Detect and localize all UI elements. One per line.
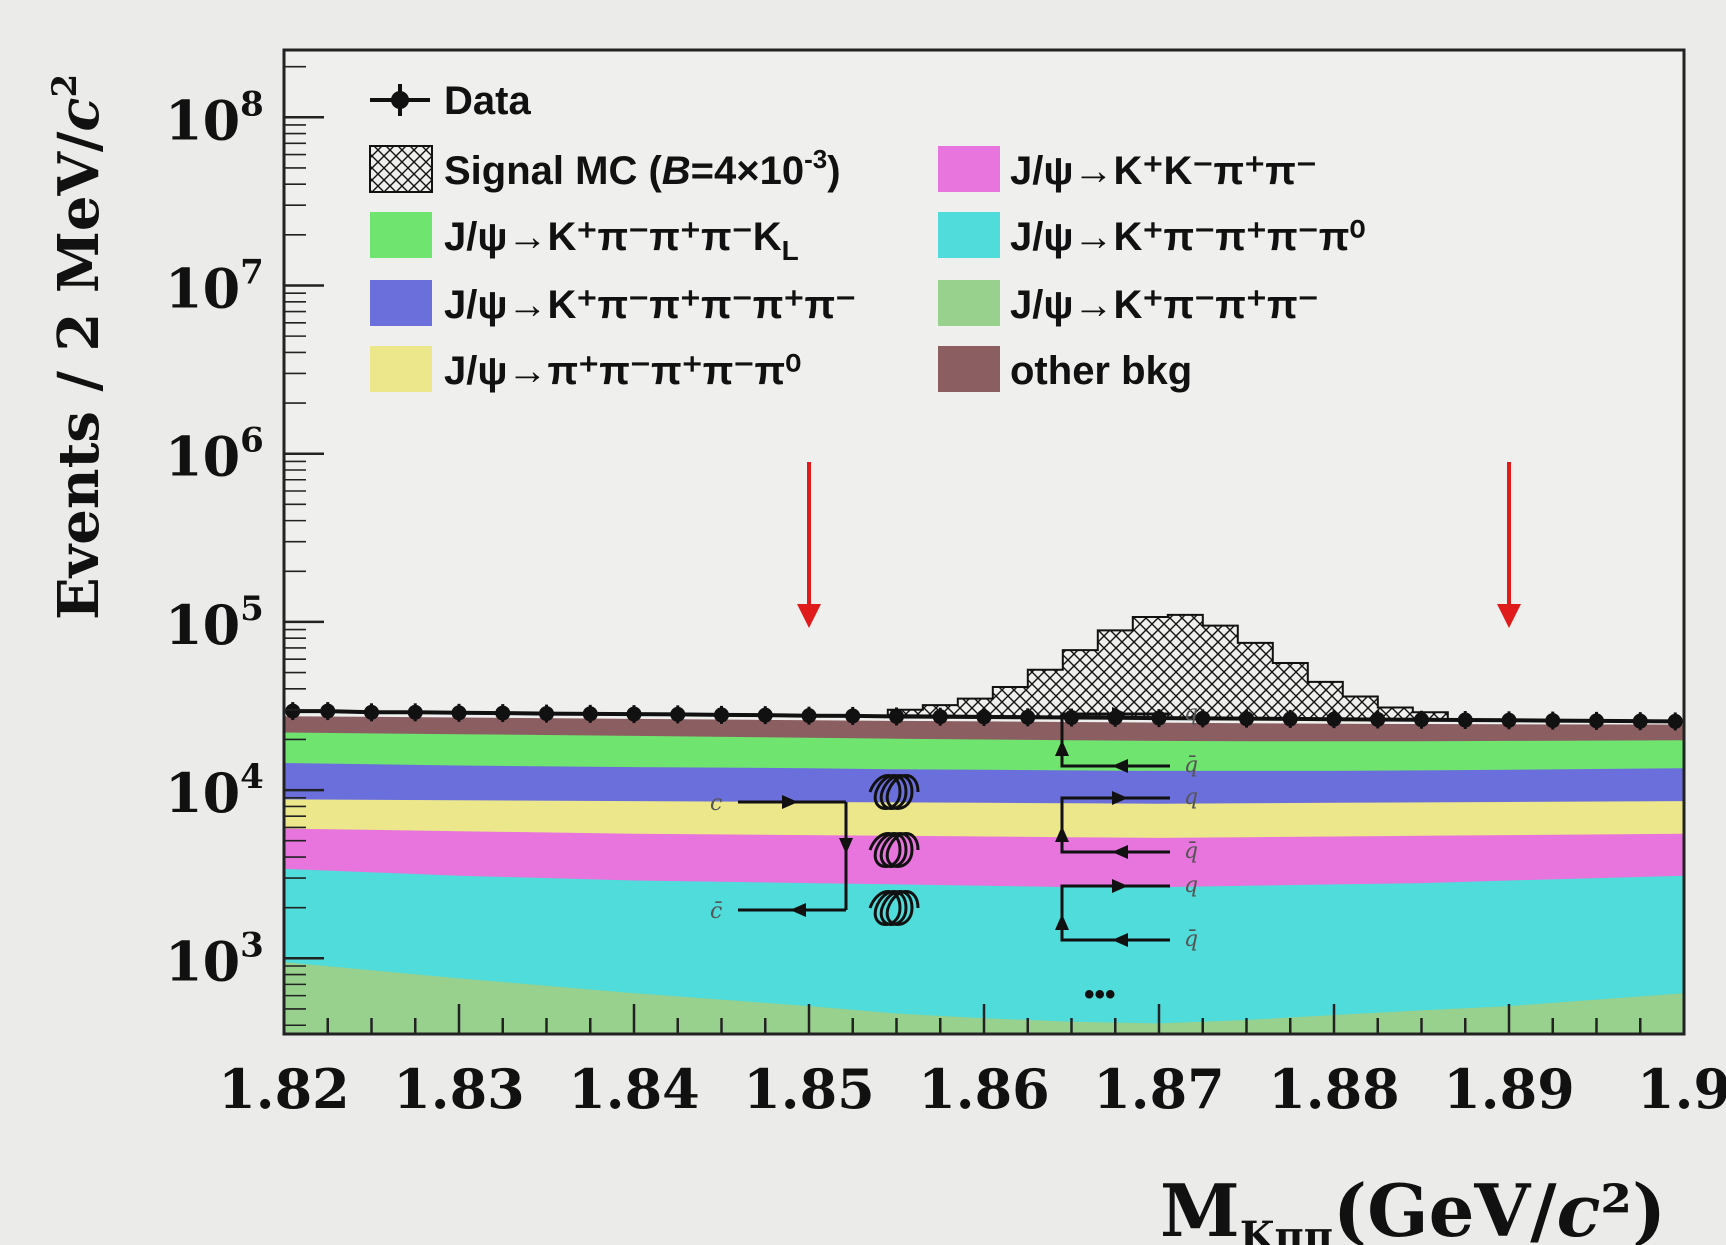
legend-item-kpipipipipipi: J/ψ→K⁺π⁻π⁺π⁻π⁺π⁻ — [370, 280, 856, 327]
data-points — [285, 702, 1683, 731]
svg-text:Data: Data — [444, 79, 531, 123]
legend-item-signal-mc: Signal MC (B=4×10-3) — [369, 144, 841, 193]
data-point — [1020, 709, 1036, 725]
data-point — [845, 708, 861, 724]
svg-text:Signal MC (B=4×10-3): Signal MC (B=4×10-3) — [444, 144, 841, 193]
x-ticks — [282, 1004, 1686, 1034]
x-tick-label: 1.87 — [1093, 1057, 1225, 1121]
legend-item-kpipipipi0: J/ψ→K⁺π⁻π⁺π⁻π⁰ — [938, 212, 1365, 259]
x-tick-label: 1.86 — [918, 1057, 1050, 1121]
data-point — [451, 705, 467, 721]
data-point — [626, 706, 642, 722]
svg-text:other bkg: other bkg — [1010, 349, 1192, 393]
cut-arrow-head-2 — [1497, 604, 1521, 628]
x-axis-title: MKππ(GeV/c²) — [1160, 1168, 1666, 1245]
stack-layer-2 — [284, 868, 1684, 1034]
data-point — [1282, 711, 1298, 727]
data-point — [1501, 712, 1517, 728]
legend-item-kkpipi: J/ψ→K⁺K⁻π⁺π⁻ — [938, 146, 1317, 193]
data-point — [1370, 711, 1386, 727]
data-point — [539, 706, 554, 722]
legend-item-pipipipipi0: J/ψ→π⁺π⁻π⁺π⁻π⁰ — [370, 346, 801, 393]
y-tick-label: 107 — [165, 252, 264, 320]
y-tick-label: 105 — [165, 589, 264, 657]
feynman-cbar-label: c̄ — [710, 899, 722, 924]
feynman-diagram — [738, 707, 1170, 947]
svg-text:J/ψ→K⁺K⁻π⁺π⁻: J/ψ→K⁺K⁻π⁺π⁻ — [1010, 149, 1317, 193]
signal-mc-area — [886, 613, 1449, 722]
data-point — [1545, 713, 1561, 729]
x-tick-label: 1.83 — [393, 1057, 525, 1121]
y-tick-label: 108 — [165, 84, 264, 152]
data-point — [670, 706, 686, 722]
feynman-q-label-2: q — [1184, 785, 1198, 810]
feynman-qbar-label-2: q̄ — [1184, 839, 1198, 864]
data-point — [1239, 711, 1254, 727]
legend-item-kpipipi: J/ψ→K⁺π⁻π⁺π⁻ — [938, 280, 1319, 327]
data-point — [714, 707, 729, 723]
feynman-qbar-label-1: q̄ — [1184, 753, 1198, 778]
data-point — [1064, 710, 1079, 726]
y-axis-title: Events / 2 MeV/c2 — [45, 74, 112, 620]
svg-text:J/ψ→K⁺π⁻π⁺π⁻π⁺π⁻: J/ψ→K⁺π⁻π⁺π⁻π⁺π⁻ — [444, 283, 856, 327]
data-point — [285, 703, 301, 719]
feynman-qbar-label-3: q̄ — [1184, 927, 1198, 952]
data-point — [1667, 713, 1683, 729]
legend-item-other-bkg: other bkg — [938, 346, 1192, 393]
data-point — [407, 704, 423, 720]
svg-text:J/ψ→π⁺π⁻π⁺π⁻π⁰: J/ψ→π⁺π⁻π⁺π⁻π⁰ — [444, 349, 801, 393]
cut-arrow-head-1 — [797, 604, 821, 628]
x-tick-label: 1.9 — [1637, 1057, 1726, 1121]
y-tick-labels: 103 104 105 106 107 108 — [165, 84, 264, 993]
data-point — [889, 708, 904, 724]
x-tick-label: 1.82 — [218, 1057, 350, 1121]
x-tick-labels: 1.82 1.83 1.84 1.85 1.86 1.87 1.88 1.89 1.9 — [218, 1057, 1726, 1121]
cut-arrows — [797, 462, 1521, 628]
svg-text:J/ψ→K⁺π⁻π⁺π⁻KL: J/ψ→K⁺π⁻π⁺π⁻KL — [444, 215, 799, 266]
data-point — [582, 706, 598, 722]
data-point — [976, 709, 992, 725]
svg-text:J/ψ→K⁺π⁻π⁺π⁻: J/ψ→K⁺π⁻π⁺π⁻ — [1010, 283, 1319, 327]
data-point — [1195, 710, 1211, 726]
feynman-q-label-3: q — [1184, 873, 1198, 898]
x-tick-label: 1.85 — [743, 1057, 875, 1121]
data-point — [320, 703, 336, 719]
feynman-q-label-1: q — [1184, 701, 1198, 726]
legend-item-data: Data — [370, 79, 531, 123]
data-point — [801, 708, 817, 724]
data-point — [1632, 713, 1648, 729]
x-tick-label: 1.84 — [568, 1057, 700, 1121]
y-tick-label: 104 — [165, 757, 264, 825]
signal-mc-histogram — [886, 613, 1449, 722]
legend-item-kpipipikl: J/ψ→K⁺π⁻π⁺π⁻KL — [370, 212, 799, 266]
x-tick-label: 1.88 — [1268, 1057, 1400, 1121]
data-point — [757, 707, 773, 723]
data-point — [1589, 713, 1604, 729]
y-ticks — [284, 65, 324, 1027]
y-tick-label: 106 — [165, 421, 264, 489]
x-tick-label: 1.89 — [1443, 1057, 1575, 1121]
feynman-c-label: c — [710, 791, 722, 816]
data-point — [495, 705, 511, 721]
feynman-ellipsis: ••• — [1084, 978, 1116, 1011]
background-stack — [284, 716, 1684, 1034]
data-point — [364, 704, 379, 720]
data-point — [1457, 712, 1473, 728]
y-tick-label: 103 — [165, 925, 264, 993]
data-point — [1414, 712, 1429, 728]
data-point — [932, 709, 948, 725]
data-point — [1326, 711, 1342, 727]
svg-text:J/ψ→K⁺π⁻π⁺π⁻π⁰: J/ψ→K⁺π⁻π⁺π⁻π⁰ — [1010, 215, 1365, 259]
legend: Data Signal MC (B=4×10-3) J/ψ→K⁺π⁻π⁺π⁻KL… — [369, 79, 1365, 393]
